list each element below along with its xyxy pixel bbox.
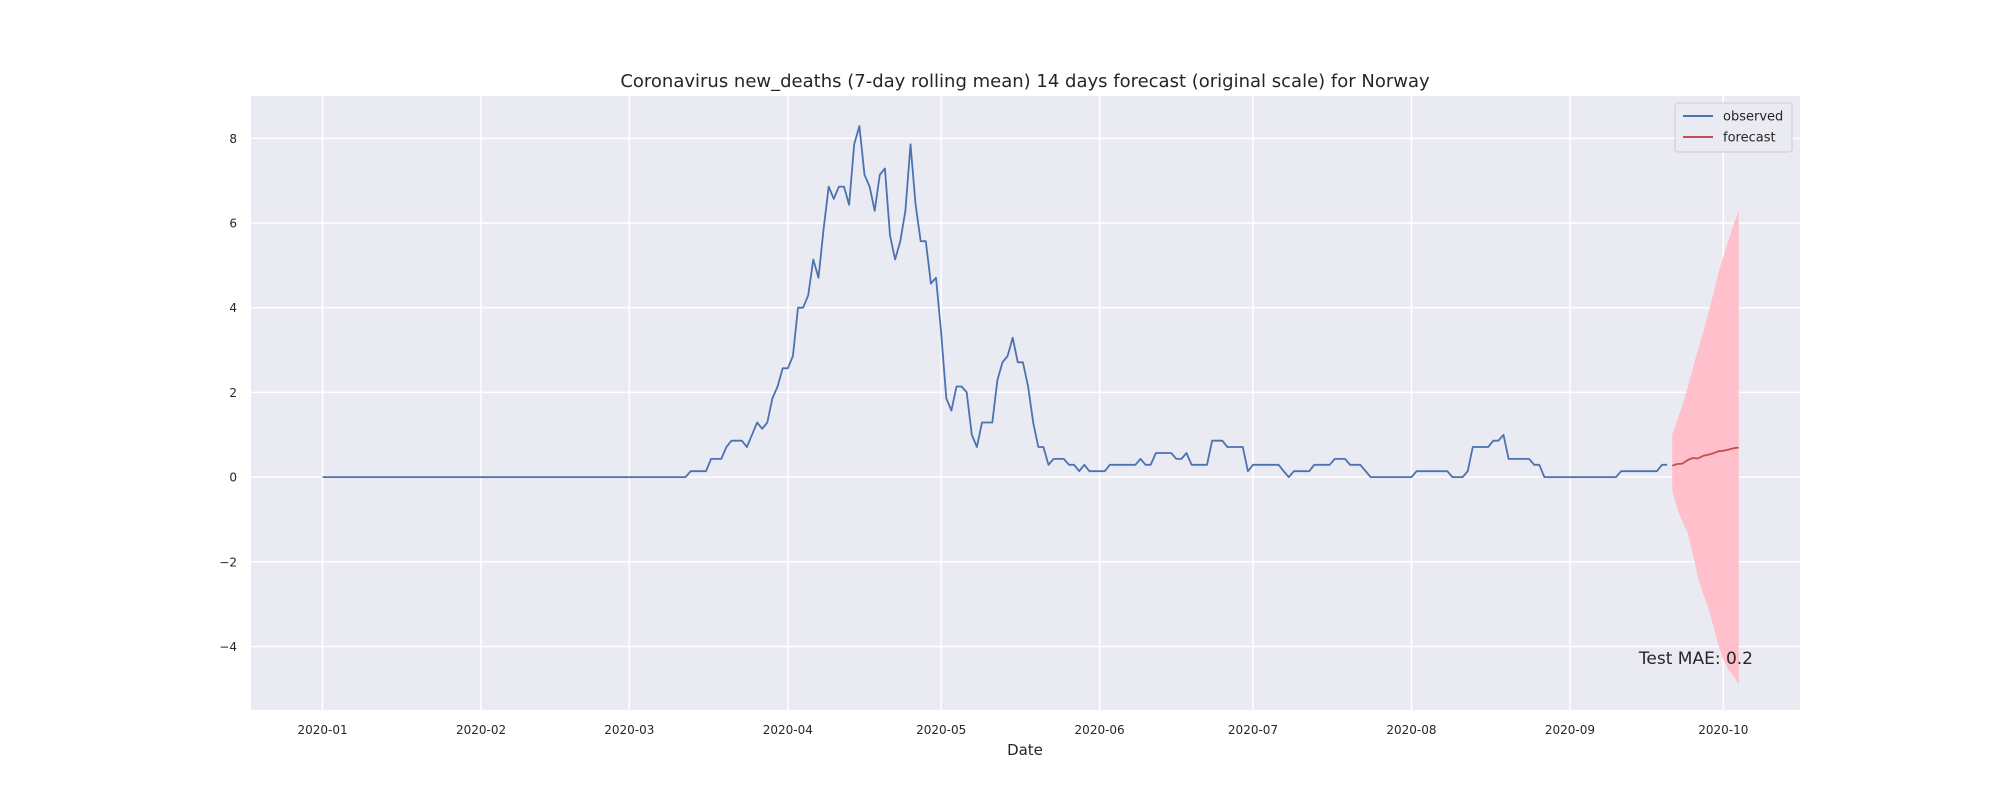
y-tick-labels: −4 −2 0 2 4 6 8 xyxy=(219,132,237,654)
x-tick-label: 2020-05 xyxy=(916,723,966,737)
y-tick-label: 2 xyxy=(229,386,237,400)
grid-lines xyxy=(251,96,1800,710)
legend-label-observed: observed xyxy=(1723,110,1783,125)
forecast-confidence-band xyxy=(1672,210,1739,685)
test-mae-annotation: Test MAE: 0.2 xyxy=(1638,649,1753,669)
y-tick-label: −2 xyxy=(219,555,237,569)
x-tick-label: 2020-02 xyxy=(456,723,506,737)
y-tick-label: 8 xyxy=(229,132,237,146)
legend-label-forecast: forecast xyxy=(1723,131,1776,146)
x-tick-labels: 2020-01 2020-02 2020-03 2020-04 2020-05 2020-… xyxy=(298,723,1749,737)
y-tick-label: 6 xyxy=(229,217,237,231)
x-tick-label: 2020-09 xyxy=(1545,723,1595,737)
x-tick-label: 2020-01 xyxy=(298,723,348,737)
x-tick-label: 2020-04 xyxy=(763,723,813,737)
y-tick-label: −4 xyxy=(219,640,237,654)
x-tick-label: 2020-06 xyxy=(1075,723,1125,737)
x-tick-label: 2020-08 xyxy=(1386,723,1436,737)
x-axis-label: Date xyxy=(1007,741,1043,759)
series-line-forecast xyxy=(1671,446,1739,467)
x-tick-label: 2020-03 xyxy=(604,723,654,737)
series-line-observed xyxy=(322,125,1668,479)
y-tick-label: 0 xyxy=(229,471,237,485)
y-tick-label: 4 xyxy=(229,301,237,315)
forecast-interval xyxy=(1672,210,1739,685)
series-lines xyxy=(322,125,1739,479)
chart-title: Coronavirus new_deaths (7-day rolling me… xyxy=(620,71,1430,92)
legend: observed forecast xyxy=(1674,102,1793,153)
x-tick-label: 2020-10 xyxy=(1698,723,1748,737)
plot-area xyxy=(251,96,1800,710)
x-tick-label: 2020-07 xyxy=(1228,723,1278,737)
